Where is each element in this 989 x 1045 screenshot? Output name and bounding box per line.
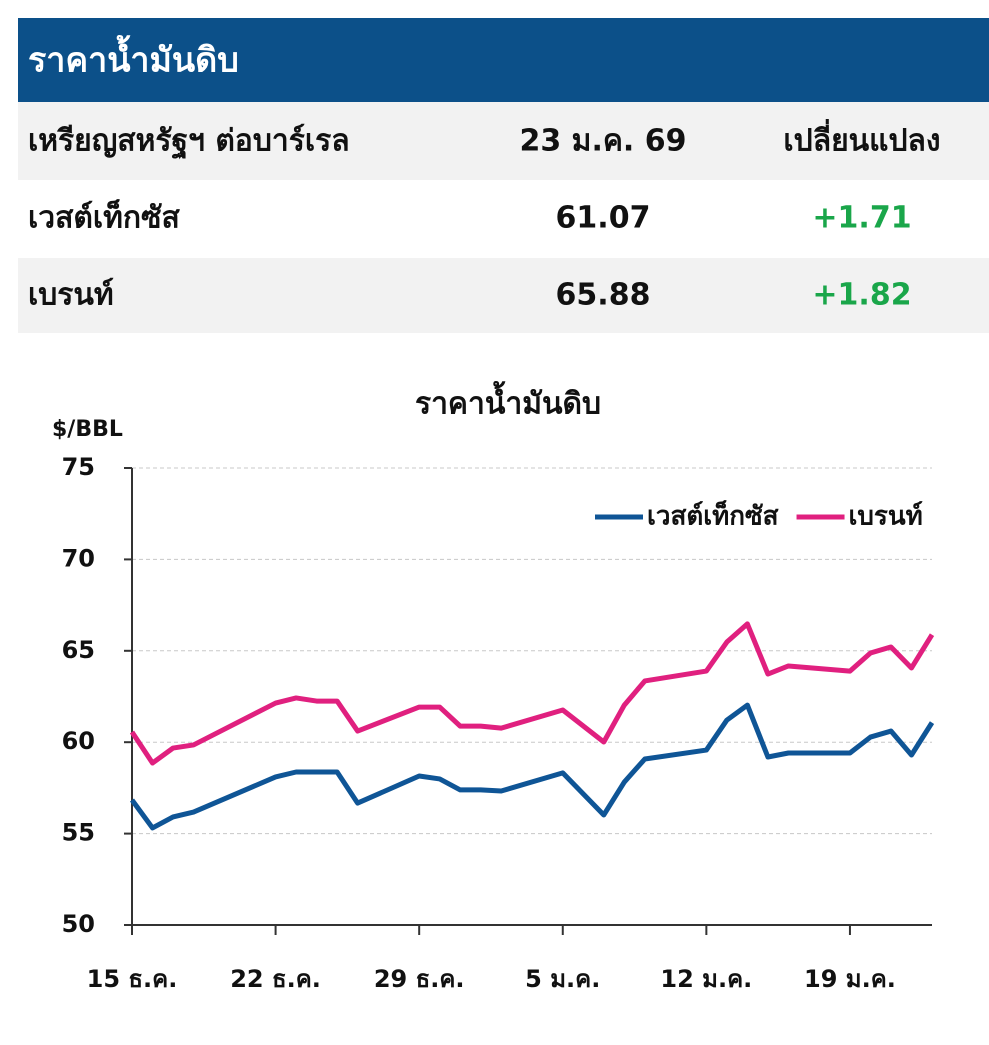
table-title: ราคาน้ำมันดิบ <box>28 35 239 81</box>
y-tick-label: 55 <box>62 819 95 847</box>
header-cell: เปลี่ยนแปลง <box>783 119 940 159</box>
x-tick-label: 22 ธ.ค. <box>230 965 321 993</box>
y-tick-label: 60 <box>62 727 95 755</box>
x-tick-label: 12 ม.ค. <box>660 965 752 993</box>
x-tick-label: 29 ธ.ค. <box>374 965 465 993</box>
header-cell: เหรียญสหรัฐฯ ต่อบาร์เรล <box>28 124 350 161</box>
header-bar <box>18 18 989 102</box>
y-tick-label: 75 <box>62 453 95 481</box>
row-bg <box>18 258 989 333</box>
legend-label: เบรนท์ <box>849 501 923 532</box>
header-cell: 23 ม.ค. 69 <box>519 124 686 159</box>
header-row <box>18 102 989 180</box>
chart-title: ราคาน้ำมันดิบ <box>415 381 601 422</box>
change: +1.71 <box>812 201 911 236</box>
price: 65.88 <box>556 278 651 313</box>
x-tick-label: 15 ธ.ค. <box>87 965 178 993</box>
y-tick-label: 65 <box>62 636 95 664</box>
series-line <box>129 621 935 766</box>
x-tick-label: 5 ม.ค. <box>525 965 600 993</box>
series-line <box>129 702 935 831</box>
x-tick-label: 19 ม.ค. <box>804 965 896 993</box>
y-axis-label: $/BBL <box>52 417 123 442</box>
price: 61.07 <box>556 201 651 236</box>
y-tick-label: 70 <box>62 544 95 572</box>
row-label: เบรนท์ <box>28 278 114 313</box>
legend-label: เวสต์เท็กซัส <box>647 500 779 532</box>
change: +1.82 <box>812 278 911 313</box>
y-tick-label: 50 <box>62 910 95 938</box>
row-label: เวสต์เท็กซัส <box>28 199 180 236</box>
